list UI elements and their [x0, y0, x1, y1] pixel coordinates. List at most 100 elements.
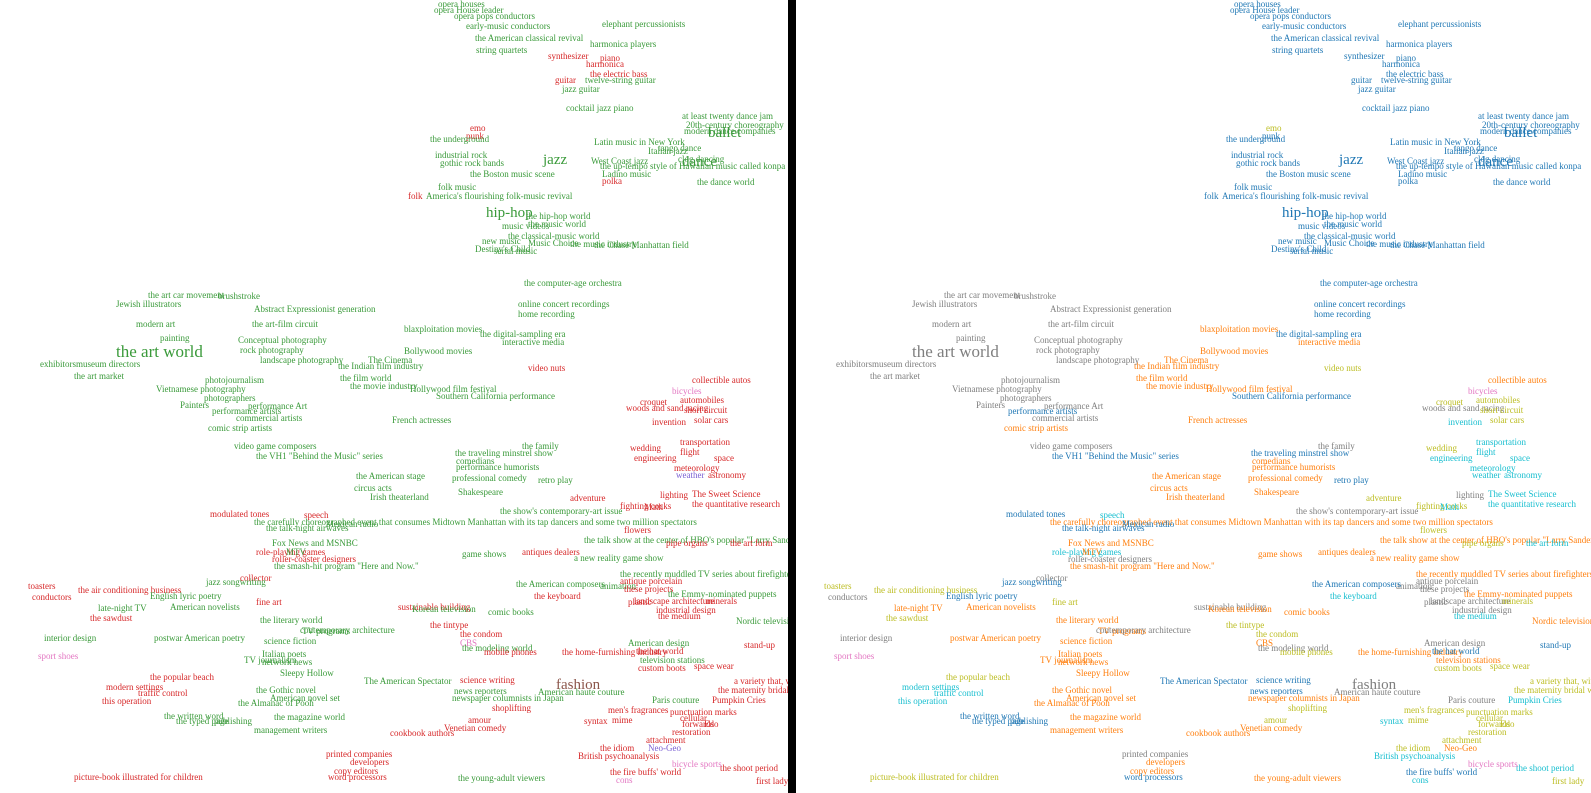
- word-label: late-night TV: [98, 603, 147, 613]
- word-label: early-music conductors: [1262, 21, 1347, 31]
- word-label: Venetian comedy: [1240, 723, 1303, 733]
- word-label: jazz guitar: [562, 84, 600, 94]
- word-label: the art market: [870, 371, 920, 381]
- word-label: the sawdust: [90, 613, 133, 623]
- word-label: bicycle sports: [1468, 759, 1518, 769]
- word-label: invention: [652, 417, 686, 427]
- word-label: postwar American poetry: [950, 633, 1041, 643]
- word-label: the show's contemporary-art issue: [500, 506, 623, 516]
- word-label: elephant percussionists: [602, 19, 686, 29]
- word-label: the art world: [116, 342, 203, 361]
- word-label: performance humorists: [456, 462, 540, 472]
- word-label: fashion: [1352, 677, 1397, 693]
- word-label: engineering: [634, 453, 677, 463]
- word-label: fighting cocks: [1416, 501, 1468, 511]
- word-label: serial music: [494, 246, 538, 256]
- word-label: sustainable building: [1194, 602, 1267, 612]
- word-label: American novel set: [1066, 693, 1136, 703]
- word-label: a new reality game show: [574, 553, 664, 563]
- word-label: the medium: [1454, 611, 1497, 621]
- word-label: Hollywood film festival: [1206, 384, 1293, 394]
- word-label: the digital-sampling era: [1276, 329, 1362, 339]
- word-label: the Indian film industry: [338, 361, 424, 371]
- word-label: rock photography: [240, 345, 304, 355]
- word-label: photographers: [1000, 393, 1052, 403]
- word-label: bicycles: [672, 386, 702, 396]
- word-label: short circuit: [1480, 405, 1524, 415]
- word-label: adventure: [570, 493, 606, 503]
- word-label: Math: [1440, 502, 1459, 512]
- word-label: copy editors: [1130, 766, 1175, 776]
- word-label: exhibitors: [836, 359, 872, 369]
- word-label: custom boots: [638, 663, 686, 673]
- word-label: this operation: [102, 696, 152, 706]
- word-label: Conceptual photography: [238, 335, 327, 345]
- word-label: online concert recordings: [518, 299, 610, 309]
- word-label: the art car movement: [148, 290, 225, 300]
- scatter-panel-right: opera houses opera House leader opera pops…: [796, 0, 1591, 793]
- word-label: Mexican radio: [1122, 519, 1175, 529]
- word-label: clog dancing: [678, 154, 725, 164]
- word-label: hip-hop: [1282, 205, 1329, 221]
- word-label: flowers: [624, 525, 651, 535]
- word-label: Paris couture: [652, 695, 700, 705]
- word-label: performance Art: [1044, 401, 1104, 411]
- word-label: TV programs: [302, 626, 351, 636]
- word-label: folk: [408, 191, 423, 201]
- word-label: the home-furnishing industry: [1358, 647, 1463, 657]
- word-label: the Boston music scene: [470, 169, 555, 179]
- word-label: opera pops conductors: [1250, 11, 1331, 21]
- word-label: Vietnamese photography: [156, 384, 246, 394]
- word-label: printed companies: [326, 749, 393, 759]
- word-label: the modeling world: [462, 643, 533, 653]
- word-label: circus acts: [354, 483, 392, 493]
- word-label: the magazine world: [274, 712, 345, 722]
- word-label: roller-coaster designers: [272, 554, 357, 564]
- word-label: collector: [240, 573, 272, 583]
- word-label: at least twenty dance jam: [1478, 111, 1569, 121]
- word-label: serial music: [1290, 246, 1334, 256]
- word-label: management writers: [1050, 725, 1124, 735]
- word-label: online concert recordings: [1314, 299, 1406, 309]
- word-label: English lyric poetry: [150, 591, 222, 601]
- word-label: the quantitative research: [692, 499, 780, 509]
- word-label: comic books: [488, 607, 534, 617]
- word-label: wedding: [630, 443, 661, 453]
- word-label: automobiles: [1476, 395, 1520, 405]
- word-label: the Gothic novel: [1052, 685, 1112, 695]
- word-label: the tintype: [1226, 620, 1265, 630]
- word-label: jazz songwriting: [1002, 577, 1062, 587]
- word-label: the American classical revival: [475, 33, 584, 43]
- word-label: industrial rock: [435, 150, 488, 160]
- word-label: plastic: [1424, 597, 1448, 607]
- word-label: sport shoes: [38, 651, 79, 661]
- word-label: lighting: [1456, 490, 1485, 500]
- word-label: Irish theaterland: [370, 492, 429, 502]
- word-label: traffic control: [138, 688, 188, 698]
- word-label: modern dance companies: [684, 126, 776, 136]
- word-label: the literary world: [1056, 615, 1119, 625]
- word-label: Mexican radio: [326, 519, 379, 529]
- word-label: punk: [1262, 131, 1280, 141]
- word-label: landscape architecture: [634, 596, 715, 606]
- word-label: network news: [262, 657, 313, 667]
- word-label: TV journalism: [1040, 655, 1093, 665]
- word-label: Edo: [704, 719, 719, 729]
- word-label: pipe organs: [666, 538, 708, 548]
- word-label: the dance world: [697, 177, 755, 187]
- word-label: commercial artists: [1032, 413, 1099, 423]
- word-label: Ladino music: [602, 169, 652, 179]
- word-label: Destiny's Child: [475, 244, 531, 254]
- word-label: polka: [602, 176, 622, 186]
- word-label: game shows: [1258, 549, 1303, 559]
- word-label: collectible autos: [692, 375, 751, 385]
- word-label: this operation: [898, 696, 948, 706]
- word-label: Math: [644, 502, 663, 512]
- word-label: The Sweet Science: [1488, 489, 1557, 499]
- word-label: opera houses: [438, 0, 485, 9]
- word-label: industrial design: [1452, 605, 1512, 615]
- word-label: the American stage: [1152, 471, 1221, 481]
- word-label: American haute couture: [1334, 687, 1421, 697]
- word-label: the typed page: [176, 716, 229, 726]
- word-label: Painters: [180, 400, 209, 410]
